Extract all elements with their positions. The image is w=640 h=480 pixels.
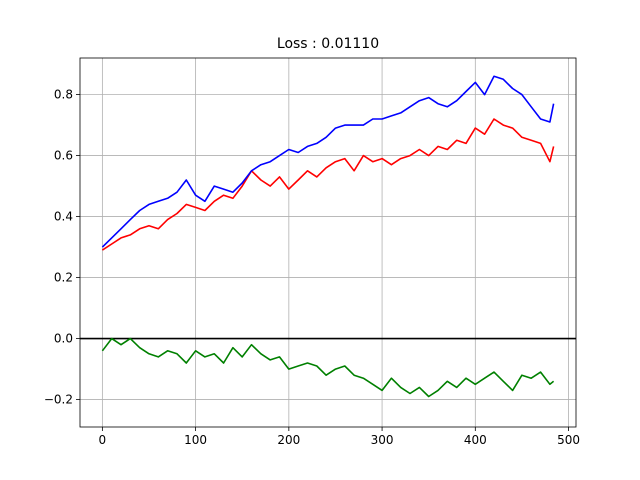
x-tick-label: 300 — [371, 433, 394, 447]
x-tick-label: 100 — [184, 433, 207, 447]
y-tick-label: −0.2 — [44, 393, 73, 407]
series-line — [101, 75, 555, 248]
y-tick-label: 0.2 — [54, 271, 73, 285]
series-layer — [101, 75, 555, 398]
series-line — [101, 337, 555, 398]
axis-ticks: 0 100 200 300 400 500 −0.2 0.0 0.2 0.4 0.6 0.8 — [44, 88, 580, 447]
y-tick-label: 0.0 — [54, 332, 73, 346]
y-tick-label: 0.4 — [54, 210, 73, 224]
plot-frame — [79, 57, 577, 428]
x-tick-label: 0 — [99, 433, 107, 447]
x-tick-label: 200 — [277, 433, 300, 447]
series-line — [101, 118, 555, 251]
x-tick-label: 500 — [557, 433, 580, 447]
chart-title: Loss : 0.01110 — [277, 36, 379, 52]
grid — [80, 58, 576, 427]
x-tick-label: 400 — [464, 433, 487, 447]
y-tick-label: 0.6 — [54, 149, 73, 163]
y-tick-label: 0.8 — [54, 88, 73, 102]
